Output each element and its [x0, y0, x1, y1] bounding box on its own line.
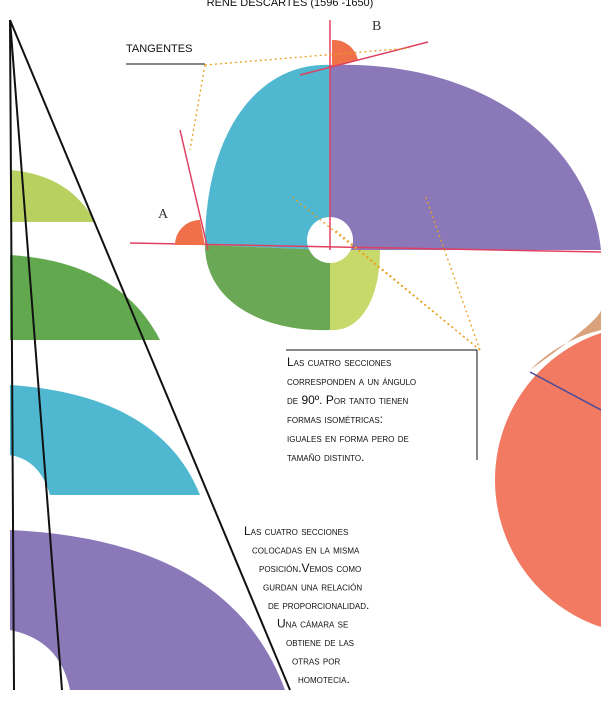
- cone-lines: [9, 19, 291, 691]
- label-b: B: [372, 19, 381, 34]
- note-line: gurdan una relación: [263, 580, 362, 594]
- note-line: Una cámara se: [277, 617, 348, 631]
- note-line: Las cuatro secciones: [244, 524, 348, 538]
- note-line: de proporcionalidad.: [268, 598, 369, 612]
- label-a: A: [158, 207, 169, 222]
- disc: [495, 332, 601, 628]
- note-line: obtiene de las: [286, 635, 354, 649]
- note-line: homotecia.: [298, 672, 350, 686]
- axis-h: [129, 242, 601, 253]
- note-line: Las cuatro secciones: [287, 355, 391, 369]
- note-line: corresponden a un ángulo: [287, 374, 416, 388]
- pointers: [189, 47, 481, 351]
- disc-top: [530, 310, 601, 370]
- note-line: formas isométricas:: [287, 412, 383, 426]
- section-yellow: [330, 250, 380, 331]
- note-line: posición.Vemos como: [259, 561, 361, 575]
- note-line: de 90º. Por tanto tienen: [287, 393, 408, 407]
- tangent-a: [179, 129, 209, 251]
- note-line: iguales en forma pero de: [287, 431, 409, 445]
- section-green: [205, 245, 330, 331]
- tangent-b: [299, 41, 429, 76]
- section-purple: [330, 64, 601, 251]
- cone-yellow: [10, 170, 95, 222]
- note-1: Las cuatro secciones corresponden a un án…: [287, 355, 416, 464]
- cone-purple: [10, 530, 285, 690]
- section-cyan: [205, 64, 330, 251]
- note-line: tamaño distinto.: [287, 450, 364, 464]
- cone-cyan: [10, 385, 200, 495]
- note-2: Las cuatro secciones colocadas en la mism…: [244, 524, 369, 686]
- cone-green: [10, 255, 160, 340]
- header-title: RENÉ DESCARTES (1596 -1650): [207, 0, 374, 9]
- angle-a: [175, 220, 205, 245]
- disc-line: [529, 371, 601, 411]
- note-line: colocadas en la misma: [252, 543, 360, 557]
- note-line: otras por: [292, 654, 340, 668]
- label-tangents: TANGENTES: [126, 43, 192, 55]
